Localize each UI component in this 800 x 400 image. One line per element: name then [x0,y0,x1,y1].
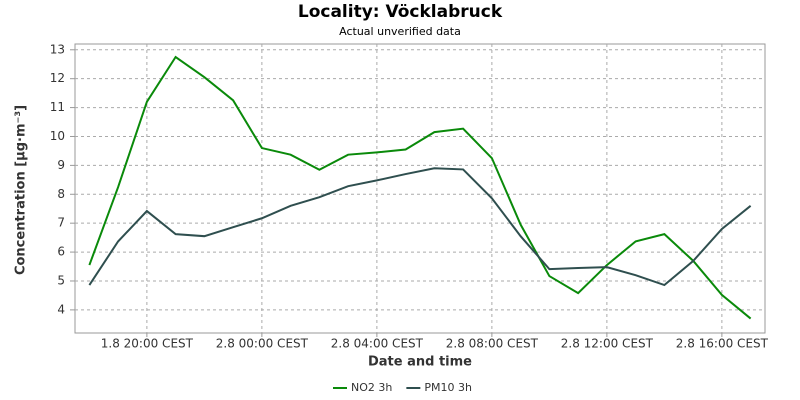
x-tick-label: 2.8 08:00 CEST [446,337,539,351]
y-tick-label: 6 [57,245,65,259]
chart-title: Locality: Vöcklabruck [298,2,503,22]
y-tick-label: 7 [57,216,65,230]
series-line [88,55,752,320]
y-axis-title: Concentration [µg·m⁻³] [14,105,29,275]
y-tick-label: 13 [50,42,65,56]
y-tick-label: 9 [57,158,65,172]
y-tick-label: 11 [50,100,65,114]
x-tick-label: 2.8 00:00 CEST [216,337,309,351]
x-tick-label: 2.8 04:00 CEST [331,337,424,351]
chart-subtitle: Actual unverified data [339,25,461,38]
y-tick-label: 8 [57,187,65,201]
series-line [88,167,752,287]
legend-label: PM10 3h [424,381,472,394]
plot-frame [74,43,766,334]
legend-label: NO2 3h [351,381,392,394]
x-axis-title: Date and time [368,355,472,370]
y-tick-label: 12 [50,71,65,85]
y-tick-label: 4 [57,302,65,316]
y-tick-label: 10 [50,129,65,143]
x-tick-label: 2.8 12:00 CEST [561,337,654,351]
x-tick-label: 2.8 16:00 CEST [676,337,769,351]
y-tick-label: 5 [57,273,65,287]
x-tick-label: 1.8 20:00 CEST [101,337,194,351]
